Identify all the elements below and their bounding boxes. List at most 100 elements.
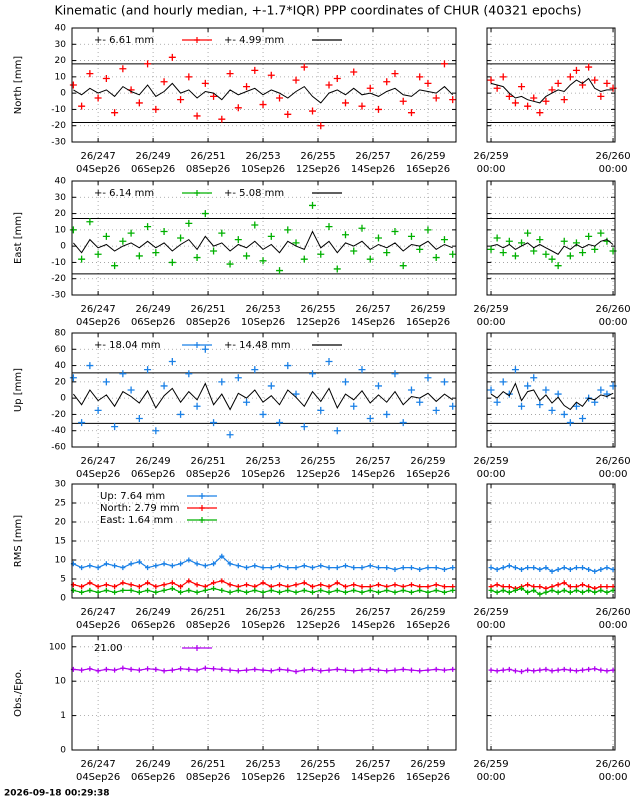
data-point bbox=[326, 584, 332, 590]
y-tick-label: 10 bbox=[55, 225, 67, 235]
data-point bbox=[120, 565, 126, 571]
data-point bbox=[243, 83, 251, 91]
data-point bbox=[425, 565, 431, 571]
data-point bbox=[400, 666, 406, 672]
data-point bbox=[177, 410, 185, 418]
x-tick-date: 16Sep26 bbox=[406, 772, 450, 783]
data-point bbox=[211, 586, 217, 591]
data-point bbox=[69, 374, 77, 382]
data-point bbox=[284, 362, 292, 370]
data-point bbox=[566, 419, 574, 427]
legend-label: +- 6.61 mm bbox=[94, 35, 154, 46]
data-point bbox=[259, 410, 267, 418]
data-point bbox=[350, 402, 358, 410]
data-point bbox=[530, 94, 538, 102]
x-tick-label: 26/260 bbox=[595, 304, 630, 315]
data-point bbox=[343, 584, 348, 590]
data-point bbox=[219, 666, 225, 672]
data-point bbox=[579, 81, 587, 89]
data-point bbox=[227, 582, 233, 588]
data-point bbox=[384, 565, 390, 571]
data-point bbox=[549, 587, 555, 593]
data-point bbox=[127, 229, 135, 237]
data-point bbox=[267, 232, 275, 240]
data-point bbox=[383, 410, 391, 418]
data-point bbox=[408, 589, 414, 595]
data-point bbox=[441, 584, 447, 590]
data-point bbox=[375, 582, 381, 588]
x-tick-date: 00:00 bbox=[477, 317, 506, 328]
data-point bbox=[342, 378, 349, 386]
data-point bbox=[268, 587, 274, 593]
data-point bbox=[136, 589, 142, 595]
data-point bbox=[185, 219, 193, 227]
data-point bbox=[169, 586, 175, 591]
data-point bbox=[573, 587, 579, 593]
data-point bbox=[168, 258, 176, 266]
data-point bbox=[194, 589, 200, 595]
data-point bbox=[152, 105, 160, 113]
data-point bbox=[218, 378, 226, 386]
data-point bbox=[531, 587, 537, 593]
data-point bbox=[518, 402, 526, 410]
x-tick-date: 06Sep26 bbox=[131, 772, 175, 783]
x-tick-label: 26/257 bbox=[355, 759, 390, 770]
data-point bbox=[591, 245, 599, 253]
data-point bbox=[511, 252, 519, 260]
data-point bbox=[334, 580, 340, 586]
x-tick-label: 26/259 bbox=[410, 151, 445, 162]
data-point bbox=[374, 382, 382, 390]
data-point bbox=[531, 668, 537, 674]
data-point bbox=[226, 70, 234, 78]
x-tick-label: 26/255 bbox=[300, 759, 335, 770]
data-point bbox=[268, 668, 274, 674]
x-tick-date: 04Sep26 bbox=[76, 620, 120, 631]
data-point bbox=[145, 666, 151, 672]
data-point bbox=[425, 584, 431, 590]
data-point bbox=[193, 402, 201, 410]
data-point bbox=[573, 565, 579, 571]
data-point bbox=[94, 406, 102, 414]
data-point bbox=[318, 668, 324, 674]
data-point bbox=[285, 667, 291, 673]
data-point bbox=[488, 565, 494, 571]
data-point bbox=[512, 587, 518, 593]
series-line bbox=[73, 230, 453, 254]
data-point bbox=[112, 667, 118, 673]
data-point bbox=[542, 250, 550, 258]
data-point bbox=[193, 112, 201, 120]
plot-frame bbox=[71, 332, 457, 448]
data-point bbox=[309, 201, 317, 209]
data-point bbox=[449, 96, 457, 104]
data-point bbox=[358, 102, 366, 110]
data-point bbox=[375, 589, 381, 595]
data-point bbox=[300, 255, 308, 263]
data-point bbox=[234, 374, 242, 382]
x-tick-date: 16Sep26 bbox=[406, 317, 450, 328]
data-point bbox=[259, 101, 267, 109]
data-point bbox=[219, 578, 225, 584]
plot-frame bbox=[486, 27, 616, 143]
x-tick-date: 12Sep26 bbox=[296, 772, 340, 783]
data-point bbox=[519, 586, 525, 591]
data-point bbox=[408, 565, 414, 571]
x-tick-date: 04Sep26 bbox=[76, 469, 120, 480]
x-tick-date: 14Sep26 bbox=[351, 469, 395, 480]
y-tick-label: 40 bbox=[55, 24, 67, 34]
data-point bbox=[493, 398, 501, 406]
data-point bbox=[153, 666, 159, 672]
data-point bbox=[519, 567, 525, 572]
data-point bbox=[407, 109, 415, 117]
data-point bbox=[285, 587, 291, 593]
data-point bbox=[161, 668, 167, 674]
data-point bbox=[441, 667, 447, 673]
x-tick-label: 26/247 bbox=[81, 151, 116, 162]
data-point bbox=[252, 587, 258, 593]
data-point bbox=[160, 227, 168, 235]
data-point bbox=[244, 667, 250, 673]
data-point bbox=[511, 99, 519, 107]
data-point bbox=[310, 589, 316, 595]
data-point bbox=[554, 390, 562, 398]
data-point bbox=[260, 565, 266, 571]
data-point bbox=[555, 589, 561, 595]
